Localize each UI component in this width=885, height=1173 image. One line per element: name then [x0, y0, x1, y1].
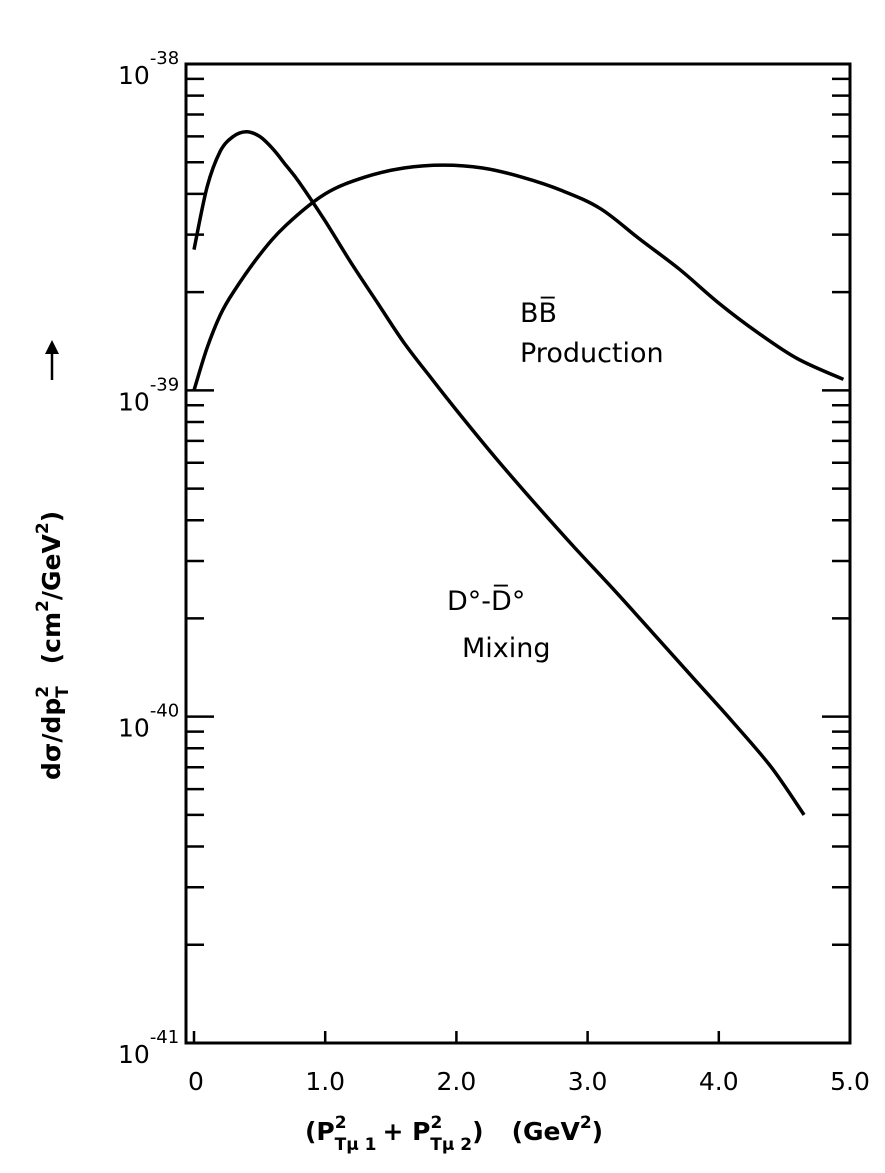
y-axis-label: dσ/dp2T(cm2/GeV2)	[33, 340, 73, 780]
y-tick-label: 10-41	[118, 1027, 179, 1069]
y-tick-label: 10-40	[118, 701, 179, 743]
series-label-bb-line2: Production	[520, 338, 664, 369]
svg-text:dσ/dp2T(cm2/GeV2): dσ/dp2T(cm2/GeV2)	[33, 511, 73, 780]
x-tick-labels: 0 1.0 2.0 3.0 4.0 5.0	[188, 1067, 870, 1096]
x-tick-label: 4.0	[699, 1067, 739, 1096]
y-tick-label: 10-39	[118, 374, 179, 416]
series-label-dd-line1: D°-D̅°	[447, 585, 525, 617]
y-tick-labels: 10-41 10-40 10-39 10-38	[118, 48, 179, 1069]
x-tick-label: 3.0	[568, 1067, 608, 1096]
plot-frame	[184, 62, 852, 1045]
x-tick-label: 2.0	[437, 1067, 477, 1096]
y-tick-label: 10-38	[118, 48, 179, 90]
curves	[192, 129, 845, 816]
d0-mixing-curve	[192, 129, 806, 816]
x-tick-label: 1.0	[305, 1067, 345, 1096]
x-tick-label: 5.0	[830, 1067, 870, 1096]
x-tick-label: 0	[188, 1067, 204, 1096]
x-axis-label: (P2 Tμ 1 + P2 Tμ 2) (GeV2)	[305, 1113, 603, 1155]
tick-marks	[186, 62, 852, 1045]
y-axis-arrow-head	[45, 340, 59, 354]
series-label-dd-line2: Mixing	[462, 633, 551, 664]
bb-production-curve	[192, 163, 845, 391]
series-label-bb-line1: BB̅	[520, 297, 557, 329]
